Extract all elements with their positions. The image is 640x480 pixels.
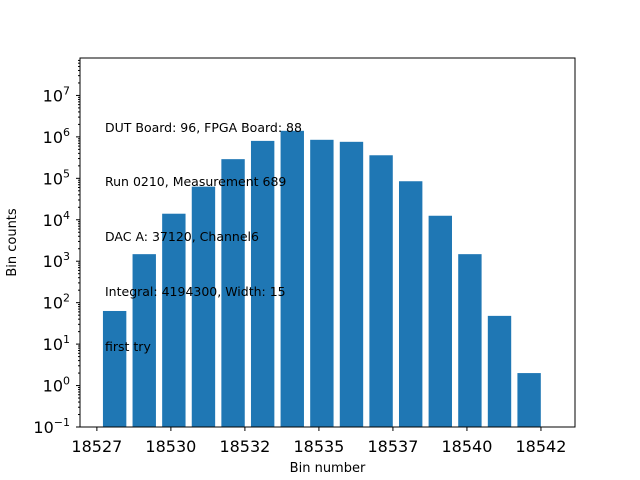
x-tick-label: 18535: [293, 437, 344, 456]
x-axis-label: Bin number: [290, 461, 366, 476]
x-tick-label: 18530: [145, 437, 196, 456]
annotation-line-2: Run 0210, Measurement 689: [105, 174, 287, 190]
bar-18529.6: [162, 213, 186, 427]
bar-18530.6: [191, 186, 216, 427]
y-tick-label: 10−1: [33, 416, 70, 437]
x-tick-label: 18542: [516, 437, 567, 456]
bar-18527.6: [102, 310, 127, 427]
annotation-line-3: DAC A: 37120, Channel6: [105, 229, 259, 245]
y-axis-label: Bin counts: [5, 208, 20, 277]
y-tick-label: 101: [43, 333, 70, 354]
y-tick-label: 105: [43, 167, 70, 188]
annotation-line-5: first try: [105, 339, 151, 355]
bar-18533.6: [280, 130, 304, 427]
x-tick-label: 18532: [219, 437, 270, 456]
bar-18540.6: [487, 315, 512, 427]
bar-18541.6: [517, 373, 541, 427]
annotation-box: DUT Board: 96, FPGA Board: 88 Run 0210, …: [105, 82, 302, 393]
bar-18536.6: [369, 155, 393, 427]
x-tick-label: 18527: [71, 437, 122, 456]
bar-18538.6: [428, 215, 452, 427]
bar-18534.6: [310, 139, 334, 427]
y-tick-label: 106: [43, 126, 70, 147]
x-tick-label: 18540: [441, 437, 492, 456]
y-tick-label: 103: [43, 250, 70, 271]
axes-frame: [79, 57, 576, 428]
x-tick-label: 18537: [367, 437, 418, 456]
y-tick-label: 100: [43, 375, 70, 396]
bar-18532.6: [250, 140, 275, 427]
bar-18537.6: [398, 181, 423, 427]
y-tick-label: 102: [43, 292, 70, 313]
y-tick-label: 107: [43, 84, 70, 105]
annotation-line-4: Integral: 4194300, Width: 15: [105, 284, 286, 300]
annotation-line-1: DUT Board: 96, FPGA Board: 88: [105, 119, 302, 135]
y-tick-label: 104: [43, 209, 70, 230]
bar-18531.6: [221, 159, 245, 428]
bar-18535.6: [339, 141, 364, 427]
bar-18528.6: [132, 254, 156, 427]
bar-18539.6: [458, 254, 482, 427]
